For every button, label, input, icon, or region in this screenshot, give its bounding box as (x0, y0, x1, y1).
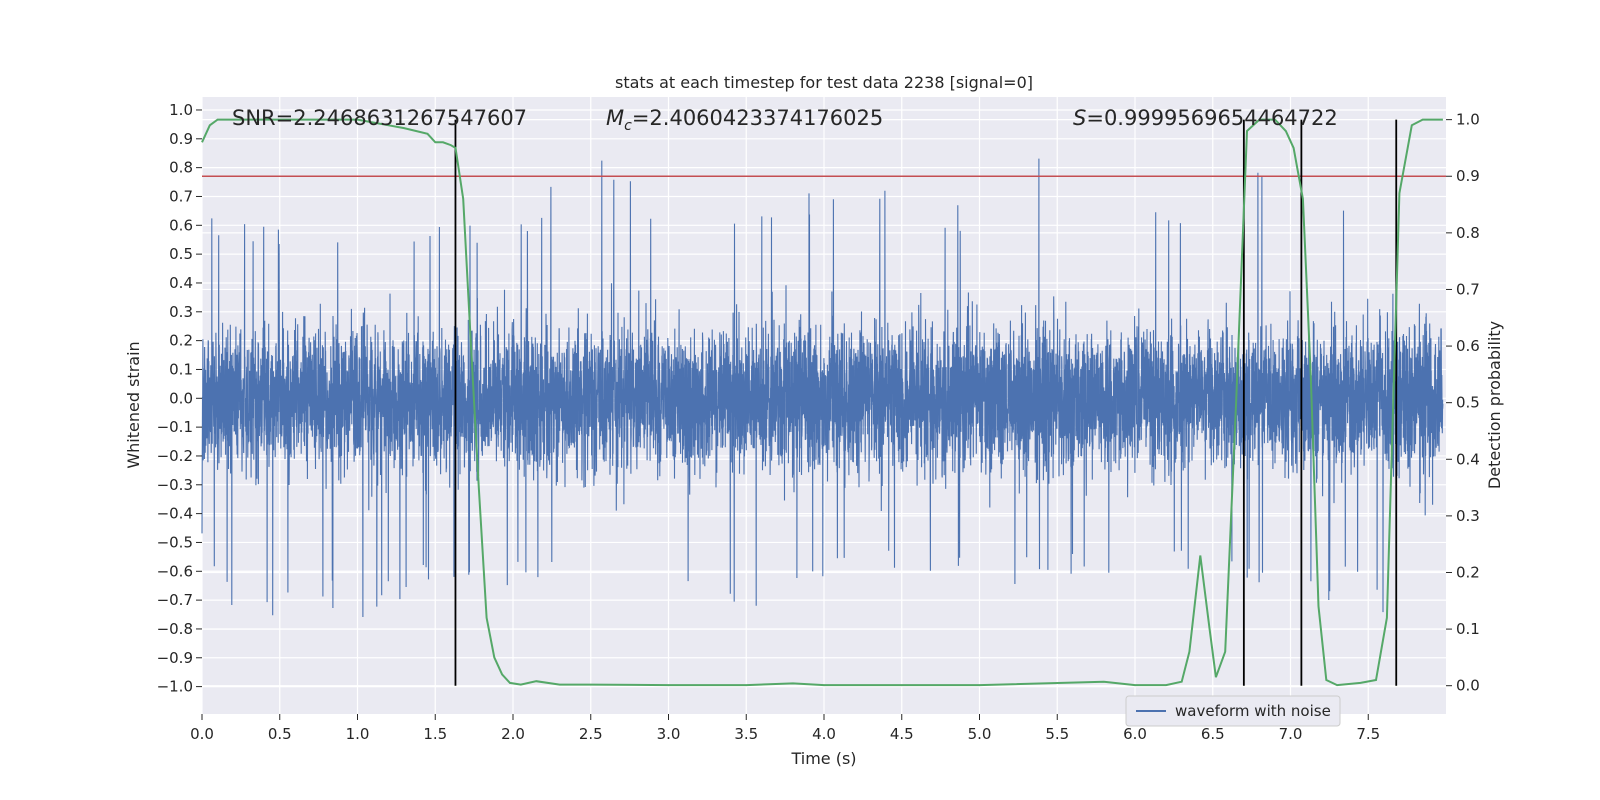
y-tick-label: 0.9 (169, 130, 193, 148)
mc-annotation: Mc=2.4060423374176025 (606, 106, 883, 134)
y-tick-label: 0.3 (169, 303, 193, 321)
y-tick-label: −0.7 (157, 591, 193, 609)
y-tick-label: −0.6 (157, 562, 193, 580)
x-tick-label: 1.0 (346, 725, 370, 743)
ticks-group: 0.0 0.5 1.0 1.5 2.0 2.5 3.0 3.5 4.0 4.5 5.0 5.5 6.0 6… (157, 101, 1480, 743)
y-tick-label: −0.4 (157, 505, 193, 523)
y-tick-label: 0.7 (169, 187, 193, 205)
y-tick-label: −0.3 (157, 476, 193, 494)
y-tick-label: 1.0 (169, 101, 193, 119)
y-tick-label: 0.0 (169, 389, 193, 407)
y-tick-label: 0.6 (169, 216, 193, 234)
x-tick-label: 2.5 (579, 725, 603, 743)
legend-box (1125, 695, 1341, 727)
x-tick-label: 7.0 (1279, 725, 1303, 743)
y2-tick-label: 0.3 (1456, 507, 1480, 525)
mc-symbol: M (606, 106, 624, 130)
x-tick-label: 4.5 (890, 725, 914, 743)
y2-tick-label: 0.9 (1456, 167, 1480, 185)
x-tick-label: 0.0 (190, 725, 214, 743)
y-tick-label: −0.5 (157, 533, 193, 551)
y2-tick-label: 0.8 (1456, 224, 1480, 242)
x-tick-label: 2.0 (501, 725, 525, 743)
x-tick-label: 4.0 (812, 725, 836, 743)
y-tick-label: 0.2 (169, 332, 193, 350)
mc-subscript: c (624, 118, 632, 134)
legend: waveform with noise (1125, 695, 1341, 727)
y2-tick-label: 0.4 (1456, 450, 1480, 468)
x-tick-label: 3.5 (734, 725, 758, 743)
y-tick-label: −0.1 (157, 418, 193, 436)
x-tick-label: 7.5 (1356, 725, 1380, 743)
y2-tick-label: 0.0 (1456, 677, 1480, 695)
y2-tick-label: 1.0 (1456, 111, 1480, 129)
y-tick-label: 0.5 (169, 245, 193, 263)
chart-title: stats at each timestep for test data 223… (615, 73, 1033, 92)
x-tick-label: 5.0 (968, 725, 992, 743)
x-tick-label: 6.0 (1123, 725, 1147, 743)
y2-axis-label: Detection probability (1485, 321, 1504, 489)
y-tick-label: −0.8 (157, 620, 193, 638)
x-tick-label: 1.5 (423, 725, 447, 743)
y2-tick-label: 0.6 (1456, 337, 1480, 355)
y-tick-label: 0.1 (169, 360, 193, 378)
y-tick-label: 0.8 (169, 159, 193, 177)
y2-tick-label: 0.1 (1456, 620, 1480, 638)
y2-tick-label: 0.7 (1456, 280, 1480, 298)
y-tick-label: −1.0 (157, 678, 193, 696)
legend-label: waveform with noise (1175, 702, 1331, 720)
y-axis-label: Whitened strain (124, 341, 143, 468)
s-annotation: S=0.9999569654464722 (1073, 106, 1338, 130)
x-tick-label: 3.0 (657, 725, 681, 743)
probability-line (201, 118, 1443, 687)
x-axis-label: Time (s) (790, 749, 856, 768)
y2-tick-label: 0.5 (1456, 394, 1480, 412)
snr-annotation: SNR=2.2468631267547607 (232, 106, 527, 130)
x-tick-label: 0.5 (268, 725, 292, 743)
s-symbol: S (1073, 106, 1086, 130)
s-value: =0.9999569654464722 (1086, 106, 1337, 130)
x-tick-label: 5.5 (1045, 725, 1069, 743)
mc-value: =2.4060423374176025 (632, 106, 883, 130)
probability-series (201, 118, 1443, 687)
y-tick-label: −0.2 (157, 447, 193, 465)
y-tick-label: −0.9 (157, 649, 193, 667)
y-tick-label: 0.4 (169, 274, 193, 292)
x-tick-label: 6.5 (1201, 725, 1225, 743)
y2-tick-label: 0.2 (1456, 563, 1480, 581)
